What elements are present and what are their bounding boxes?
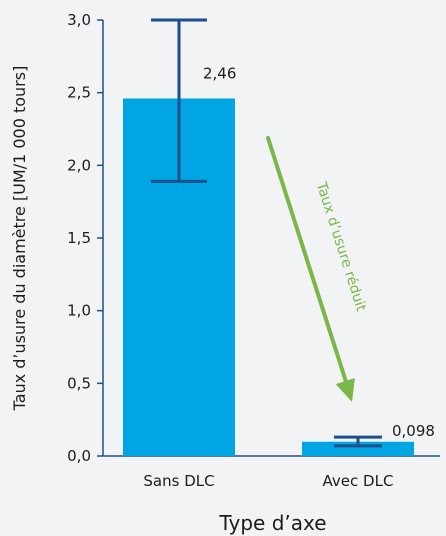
data-label: 0,098: [392, 422, 435, 440]
x-axis-title: Type d’axe: [218, 511, 326, 535]
data-labels: 2,46 0,098: [203, 64, 435, 439]
category-label: Sans DLC: [143, 472, 214, 490]
category-label: Avec DLC: [323, 472, 394, 490]
y-axis-title: Taux d’usure du diamètre [UM/1 000 tours…: [10, 66, 29, 412]
y-tick-label: 0,0: [67, 447, 91, 465]
category-labels: Sans DLC Avec DLC: [143, 472, 393, 490]
annotation-text: Taux d’usure réduit: [312, 179, 369, 313]
y-tick-label: 2,5: [67, 84, 91, 102]
bars: [123, 98, 414, 456]
y-tick-label: 2,0: [67, 156, 91, 174]
annotation: Taux d’usure réduit: [266, 136, 369, 402]
data-label: 2,46: [203, 64, 236, 82]
y-tick-label: 0,5: [67, 374, 91, 392]
annotation-arrow-line: [266, 136, 350, 390]
bar: [302, 441, 414, 456]
annotation-arrow-head: [335, 378, 355, 402]
y-tick-label: 1,5: [67, 229, 91, 247]
y-ticks: 0,0 0,5 1,0 1,5 2,0 2,5 3,0: [67, 11, 103, 465]
y-tick-label: 3,0: [67, 11, 91, 29]
error-bars: [151, 18, 382, 448]
y-tick-label: 1,0: [67, 302, 91, 320]
